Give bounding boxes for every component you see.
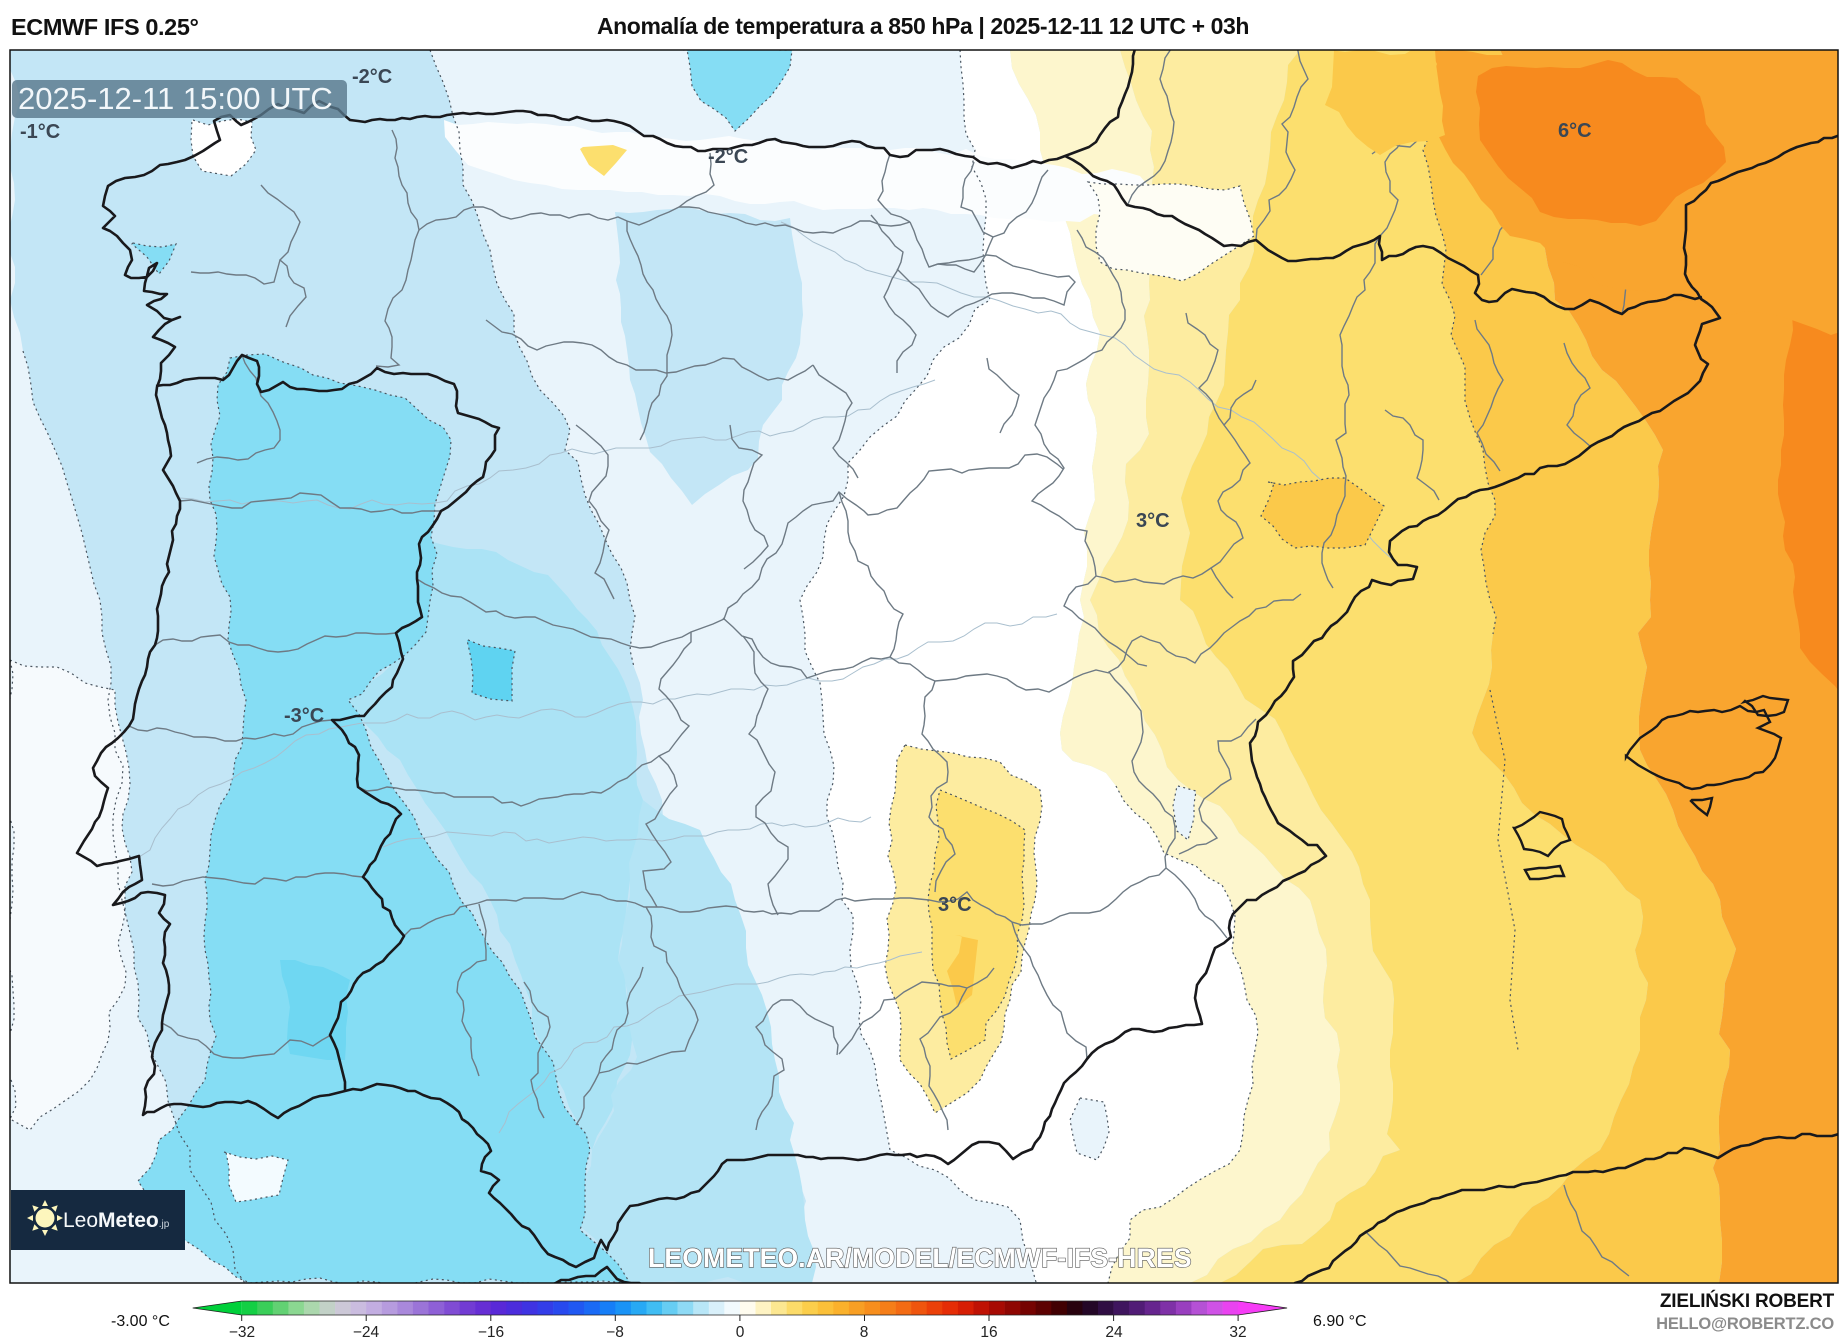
svg-text:−16: −16: [478, 1324, 504, 1339]
svg-text:32: 32: [1229, 1324, 1246, 1339]
svg-text:3°C: 3°C: [938, 894, 972, 916]
svg-text:0: 0: [736, 1324, 745, 1339]
svg-text:6°C: 6°C: [1558, 120, 1592, 142]
svg-text:16: 16: [980, 1324, 997, 1339]
svg-text:8: 8: [860, 1324, 869, 1339]
svg-text:−24: −24: [353, 1324, 380, 1339]
svg-text:−8: −8: [606, 1324, 624, 1339]
svg-text:3°C: 3°C: [1136, 510, 1170, 532]
svg-text:24: 24: [1105, 1324, 1123, 1339]
svg-text:-2°C: -2°C: [708, 146, 748, 168]
svg-text:-1°C: -1°C: [20, 121, 60, 143]
svg-text:-2°C: -2°C: [352, 66, 392, 88]
svg-text:−32: −32: [229, 1324, 255, 1339]
svg-text:-3°C: -3°C: [284, 705, 324, 727]
